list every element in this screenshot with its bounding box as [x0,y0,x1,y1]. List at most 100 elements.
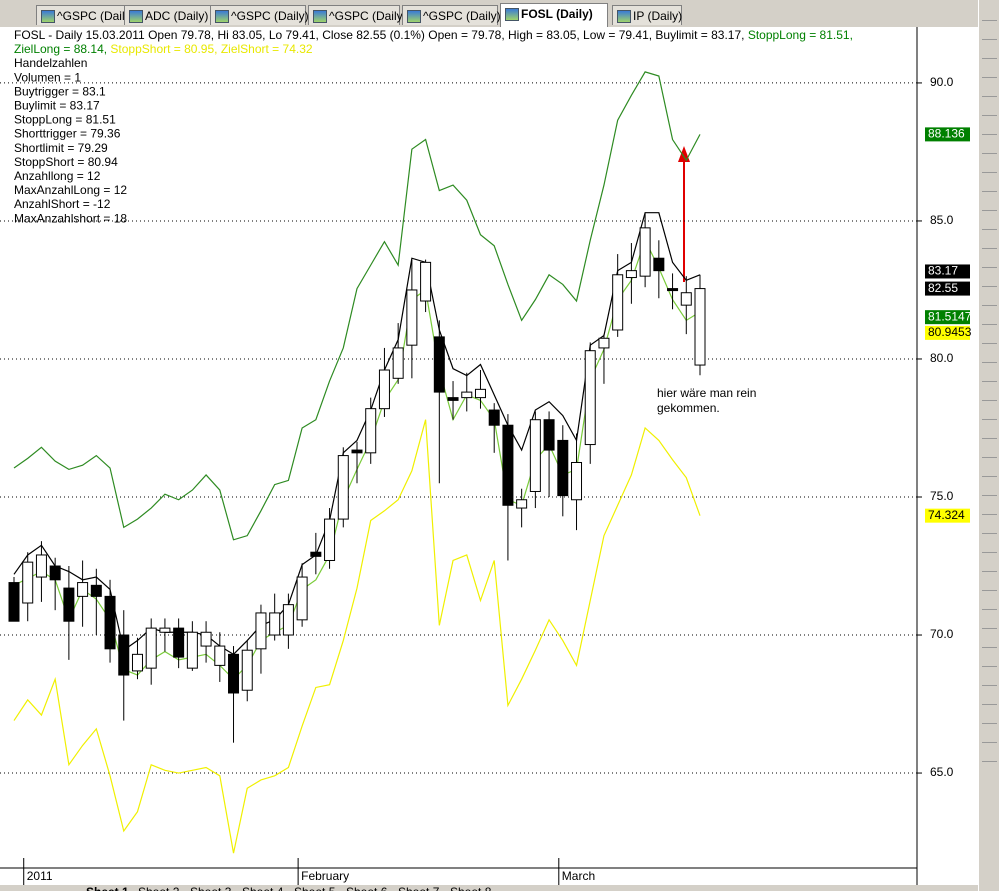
sheet-tab: Sheet 8 [450,885,492,891]
price-label: 81.5147 [928,309,972,323]
candle-body [228,653,240,694]
header-text: StoppShort = 80.94 [14,155,118,169]
header-text: Shorttrigger = 79.36 [14,127,121,141]
sheet-bar [0,885,978,891]
tool-button[interactable] [982,27,997,40]
candle-body [296,576,308,621]
tool-button[interactable] [982,426,997,439]
tool-button[interactable] [982,236,997,249]
tool-button[interactable] [982,293,997,306]
chart-tab[interactable]: ^GSPC (Daily) [210,5,309,25]
candle-body [598,337,610,349]
price-label: 74.324 [928,508,965,522]
candle-body [365,408,377,454]
tool-button[interactable] [982,217,997,230]
sheet-tab: Sheet 4 [242,885,284,891]
plot-area [0,27,917,885]
price-axis [917,27,978,885]
tool-button[interactable] [982,597,997,610]
tool-button[interactable] [982,578,997,591]
candle-body [324,518,336,561]
tool-button[interactable] [982,8,997,21]
tab-icon [215,10,229,23]
candle-body [571,461,583,501]
tool-button[interactable] [982,616,997,629]
header-text: Buytrigger = 83.1 [14,85,106,99]
y-tick-label: 65.0 [930,765,954,779]
tool-button[interactable] [982,84,997,97]
tab-label: ADC (Daily) [145,9,209,23]
candle-body [420,261,432,302]
candle-body [90,584,102,597]
chart-tab[interactable]: ^GSPC (Daily) [308,5,407,25]
tool-button[interactable] [982,635,997,648]
tool-button[interactable] [982,749,997,762]
header-text: FOSL - Daily 15.03.2011 Open 79.78, Hi 8… [14,28,748,42]
candle-body [63,587,75,622]
tool-button[interactable] [982,122,997,135]
chart-tab[interactable]: IP (Daily) [612,5,682,25]
candle-body [474,388,486,399]
chart-tab[interactable]: FOSL (Daily) [500,3,608,27]
x-tick-label: March [562,869,595,883]
tool-button[interactable] [982,331,997,344]
tool-button[interactable] [982,711,997,724]
sheet-tab: Sheet 7 [398,885,440,891]
header-line: ZielLong = 88.14, StoppShort = 80.95, Zi… [14,42,313,56]
tool-button[interactable] [982,559,997,572]
tool-button[interactable] [982,502,997,515]
tool-button[interactable] [982,464,997,477]
tool-button[interactable] [982,46,997,59]
tool-button[interactable] [982,654,997,667]
candle-body [612,274,624,331]
tool-button[interactable] [982,274,997,287]
annotation: hier wäre man rein [657,386,756,400]
tool-button[interactable] [982,540,997,553]
header-line: MaxAnzahlshort = 18 [14,211,127,225]
tool-button[interactable] [982,407,997,420]
tool-button[interactable] [982,255,997,268]
header-line: Buylimit = 83.17 [14,99,100,113]
chart-tab[interactable]: ^GSPC (Daily) [36,5,135,25]
tool-button[interactable] [982,445,997,458]
tool-button[interactable] [982,521,997,534]
tab-icon [407,10,421,23]
tab-label: IP (Daily) [633,9,683,23]
tool-button[interactable] [982,369,997,382]
tool-button[interactable] [982,350,997,363]
tool-button[interactable] [982,198,997,211]
chart-tab[interactable]: ^GSPC (Daily) [402,5,501,25]
tool-button[interactable] [982,179,997,192]
candle-body [214,645,226,666]
candle-body [516,499,528,509]
price-label-box [925,127,970,142]
tool-button[interactable] [982,141,997,154]
candle-body [22,561,34,604]
chart: FOSL - Daily 15.03.2011 Open 79.78, Hi 8… [0,27,978,891]
price-label-box [925,264,970,279]
candle-body [200,631,212,647]
chart-tab[interactable]: ADC (Daily) [124,5,212,25]
header-line: MaxAnzahlLong = 12 [14,183,127,197]
tool-button[interactable] [982,730,997,743]
tool-button[interactable] [982,160,997,173]
header-text: Volumen = 1 [14,70,81,84]
tool-button[interactable] [982,483,997,496]
x-tick-label: February [301,869,349,883]
candle-body [35,554,47,578]
tab-label: FOSL (Daily) [521,7,593,21]
y-tick-label: 75.0 [930,489,954,503]
indicator-line [13,419,701,854]
candle-body [131,653,143,672]
tool-button[interactable] [982,65,997,78]
header-text: Shortlimit = 79.29 [14,141,108,155]
tool-button[interactable] [982,692,997,705]
candle-body [282,604,294,636]
drawing-toolbar [978,0,999,891]
tool-button[interactable] [982,673,997,686]
y-tick-label: 90.0 [930,75,954,89]
tool-button[interactable] [982,388,997,401]
tool-button[interactable] [982,103,997,116]
tool-button[interactable] [982,312,997,325]
tab-label: ^GSPC (Daily) [57,9,135,23]
